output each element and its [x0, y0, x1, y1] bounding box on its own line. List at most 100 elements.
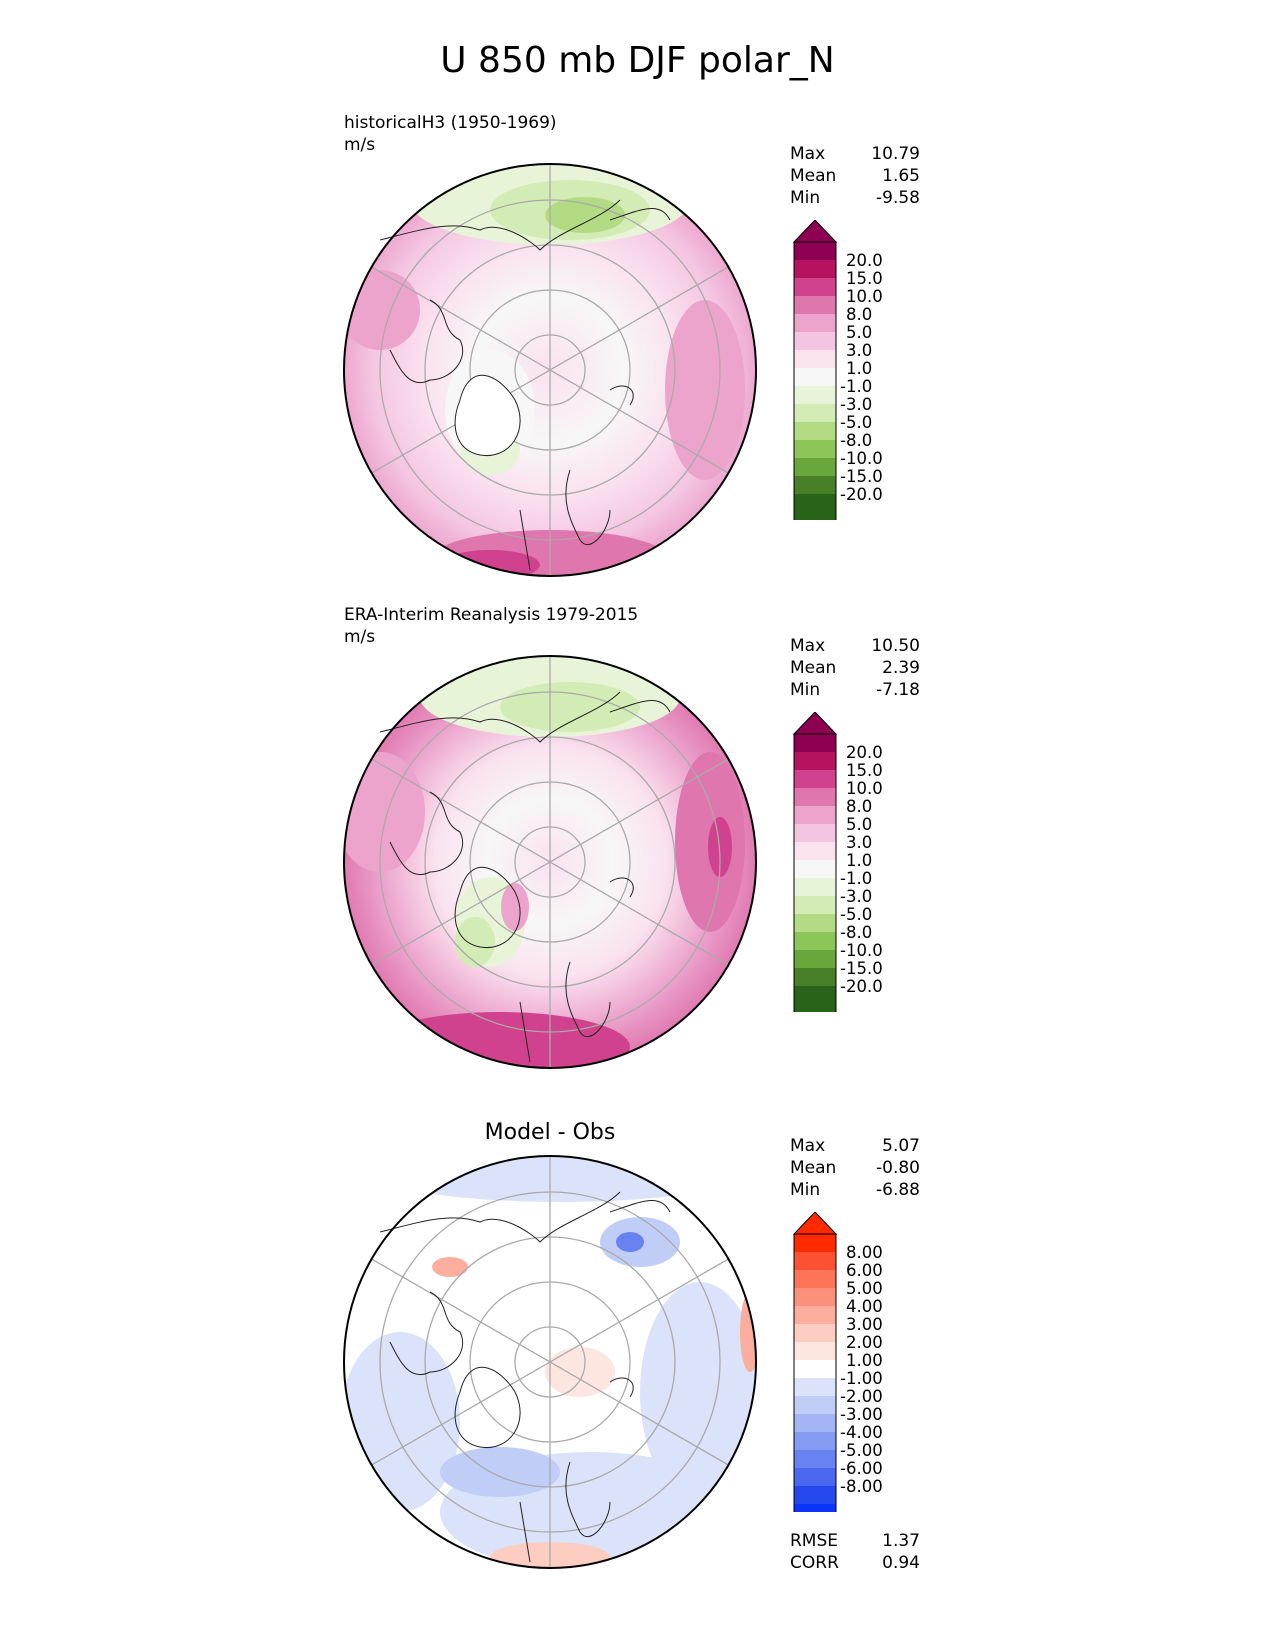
colorbar-tick-label: -4.00 [840, 1423, 883, 1442]
colorbar-segment [794, 1396, 836, 1414]
colorbar-segment [794, 1342, 836, 1360]
min-value: -9.58 [876, 188, 920, 208]
colorbar-segment [794, 1450, 836, 1468]
colorbar-tick-label: 5.0 [846, 323, 872, 342]
colorbar-segment [794, 386, 836, 404]
max-label: Max [790, 144, 826, 164]
colorbar-extend-max [792, 1212, 838, 1235]
colorbar-tick-label: -1.0 [840, 377, 872, 396]
colorbar-tick-label: -5.00 [840, 1441, 883, 1460]
colorbar-segment [794, 1414, 836, 1432]
colorbar-tick-label: 4.00 [846, 1297, 883, 1316]
corr-label: CORR [790, 1553, 839, 1573]
colorbar-tick-label: 15.0 [846, 269, 883, 288]
colorbar-tick-label: -15.0 [840, 467, 883, 486]
min-label: Min [790, 188, 821, 208]
mean-label: Mean [790, 1158, 837, 1178]
panel-1-title: historicalH3 (1950-1969) m/s [344, 112, 557, 156]
colorbar-tick-label: 5.0 [846, 815, 872, 834]
colorbar-segment [794, 914, 836, 932]
colorbar-segment [794, 1324, 836, 1342]
colorbar-tick-label: -8.0 [840, 923, 872, 942]
coastlines [379, 199, 671, 571]
min-value: -7.18 [876, 680, 920, 700]
colorbar-segment [794, 842, 836, 860]
mean-label: Mean [790, 166, 837, 186]
colorbar-segment [794, 824, 836, 842]
colorbar-segment [794, 968, 836, 986]
colorbar-segment [794, 788, 836, 806]
colorbar-tick-label: 1.00 [846, 1351, 883, 1370]
colorbar-segment [794, 440, 836, 458]
colorbar-segment [794, 278, 836, 296]
colorbar-segment [794, 896, 836, 914]
colorbar-tick-label: -15.0 [840, 959, 883, 978]
colorbar-tick-label: 3.00 [846, 1315, 883, 1334]
rmse-label: RMSE [790, 1531, 839, 1551]
colorbar-extend-max [792, 712, 838, 735]
rmse-value: 1.37 [882, 1531, 920, 1551]
colorbar-segment [794, 1234, 836, 1252]
colorbar-segment [794, 986, 836, 1004]
colorbar-tick-label: 20.0 [846, 743, 883, 762]
colorbar-segment [794, 932, 836, 950]
colorbar-tick-label: 8.0 [846, 797, 872, 816]
colorbar-segment [794, 752, 836, 770]
colorbar-tick-label: 20.0 [846, 251, 883, 270]
graticule [371, 1156, 729, 1568]
panel-3-stats: Max 5.07 Mean -0.80 Min -6.88 [790, 1135, 920, 1201]
mean-label: Mean [790, 658, 837, 678]
colorbar-tick-label: 5.00 [846, 1279, 883, 1298]
colorbar-segment [794, 1378, 836, 1396]
panel-1-polar-map [343, 163, 757, 577]
colorbar-segment [794, 860, 836, 878]
min-value: -6.88 [876, 1180, 920, 1200]
panel-3-extra-stats: RMSE 1.37 CORR 0.94 [790, 1530, 920, 1574]
colorbar-segment [794, 1360, 836, 1378]
colorbar-tick-label: -3.0 [840, 887, 872, 906]
min-label: Min [790, 1180, 821, 1200]
colorbar-tick-label: -8.0 [840, 431, 872, 450]
colorbar-tick-label: -20.0 [840, 977, 883, 996]
colorbar-tick-label: -5.0 [840, 905, 872, 924]
colorbar-segment [794, 1252, 836, 1270]
colorbar-tick-label: -6.00 [840, 1459, 883, 1478]
colorbar-segment [794, 404, 836, 422]
colorbar-tick-label: -1.00 [840, 1369, 883, 1388]
colorbar-outline [793, 241, 837, 520]
colorbar-segment [794, 1004, 836, 1012]
graticule [371, 164, 729, 576]
mean-value: -0.80 [876, 1158, 920, 1178]
panel-3-colorbar: 8.006.005.004.003.002.001.00-1.00-2.00-3… [792, 1212, 883, 1512]
colorbar-tick-label: 1.0 [846, 851, 872, 870]
coastlines [379, 691, 671, 1063]
map-boundary [343, 163, 757, 577]
colorbar-segment [794, 350, 836, 368]
colorbar-extend-max [792, 220, 838, 243]
colorbar-tick-label: -8.00 [840, 1477, 883, 1496]
colorbar-tick-label: -10.0 [840, 941, 883, 960]
colorbar-tick-label: -3.00 [840, 1405, 883, 1424]
colorbar-segment [794, 1270, 836, 1288]
colorbar-segment [794, 296, 836, 314]
colorbar-segment [794, 368, 836, 386]
colorbar-tick-label: -20.0 [840, 485, 883, 504]
max-value: 5.07 [882, 1136, 920, 1156]
colorbar-segment [794, 806, 836, 824]
panel-1-units: m/s [344, 135, 376, 155]
colorbar-tick-label: 8.0 [846, 305, 872, 324]
colorbar-segment [794, 458, 836, 476]
colorbar-tick-label: 6.00 [846, 1261, 883, 1280]
panel-1-dataset-label: historicalH3 (1950-1969) [344, 113, 557, 133]
colorbar-segment [794, 476, 836, 494]
colorbar-tick-label: -2.00 [840, 1387, 883, 1406]
graticule [371, 656, 729, 1068]
colorbar-tick-label: 2.00 [846, 1333, 883, 1352]
colorbar-tick-label: -1.0 [840, 869, 872, 888]
panel-3-polar-map [343, 1155, 757, 1569]
colorbar-tick-label: -5.0 [840, 413, 872, 432]
max-label: Max [790, 636, 826, 656]
corr-value: 0.94 [882, 1553, 920, 1573]
colorbar-tick-label: -3.0 [840, 395, 872, 414]
colorbar-segment [794, 878, 836, 896]
